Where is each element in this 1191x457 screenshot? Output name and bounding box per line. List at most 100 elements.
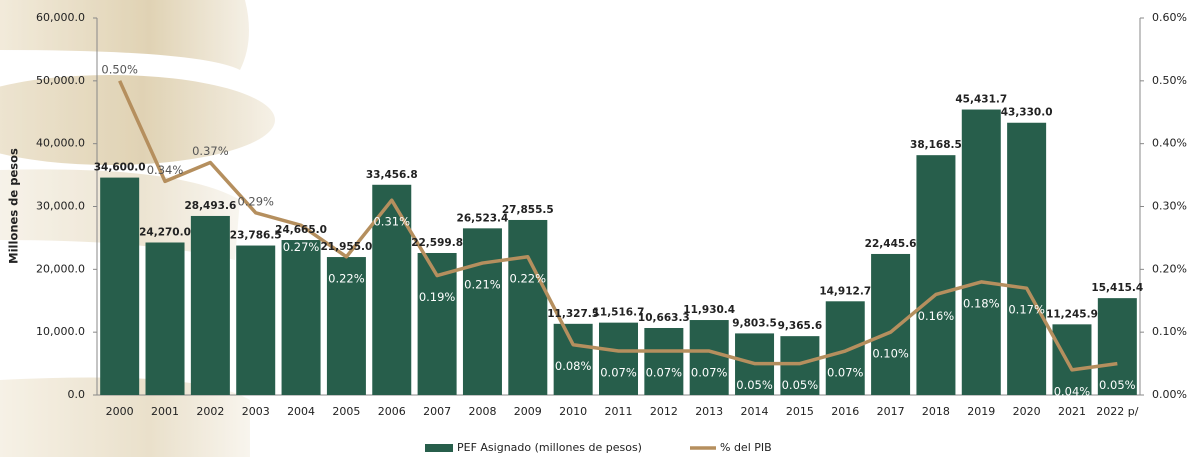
bar-value-label: 11,245.9 — [1046, 308, 1098, 320]
bar-value-label: 23,786.5 — [230, 230, 282, 242]
x-tick-label: 2020 — [1013, 405, 1041, 418]
line-value-label: 0.21% — [464, 278, 501, 292]
bar — [282, 240, 321, 395]
bar-value-label: 9,803.5 — [732, 317, 777, 329]
x-tick-label: 2012 — [650, 405, 678, 418]
line-value-label: 0.05% — [782, 378, 819, 392]
bar-value-label: 38,168.5 — [910, 139, 962, 151]
y-tick-label: 50,000.0 — [36, 74, 85, 87]
bar — [690, 320, 729, 395]
bar-value-label: 11,516.7 — [593, 307, 645, 319]
bar — [826, 301, 865, 395]
y-tick-label: 40,000.0 — [36, 137, 85, 150]
line-value-label: 0.07% — [600, 366, 637, 380]
y-tick-label: 0.0 — [68, 388, 86, 401]
line-value-label: 0.17% — [1008, 303, 1045, 317]
bar — [236, 246, 275, 395]
x-tick-label: 2014 — [741, 405, 769, 418]
chart: Millones de pesos 0.010,000.020,000.030,… — [0, 0, 1191, 457]
bar — [100, 178, 139, 395]
line-value-label: 0.05% — [1099, 378, 1136, 392]
x-tick-label: 2004 — [287, 405, 315, 418]
x-tick-label: 2001 — [151, 405, 179, 418]
y2-tick-label: 0.40% — [1152, 137, 1187, 150]
x-tick-label: 2009 — [514, 405, 542, 418]
x-tick-label: 2018 — [922, 405, 950, 418]
bar-value-label: 10,663.3 — [638, 312, 690, 324]
x-tick-label: 2016 — [831, 405, 859, 418]
line-value-label: 0.27% — [283, 240, 320, 254]
line-value-label: 0.16% — [918, 309, 955, 323]
bar-value-label: 21,955.0 — [320, 241, 372, 253]
line-value-label: 0.50% — [101, 62, 138, 76]
x-tick-label: 2007 — [423, 405, 451, 418]
bar-value-label: 11,930.4 — [683, 304, 735, 316]
x-tick-label: 2021 — [1058, 405, 1086, 418]
line-value-label: 0.19% — [419, 290, 456, 304]
bar-value-label: 11,327.5 — [547, 308, 599, 320]
bar-value-label: 22,599.8 — [411, 237, 463, 249]
x-tick-label: 2002 — [196, 405, 224, 418]
y-axis-title: Millones de pesos — [7, 148, 21, 264]
x-tick-label: 2019 — [967, 405, 995, 418]
bar — [916, 155, 955, 395]
line-value-label: 0.18% — [963, 296, 1000, 310]
y2-tick-label: 0.30% — [1152, 200, 1187, 213]
bar — [644, 328, 683, 395]
line-value-label: 0.31% — [373, 215, 410, 229]
line-value-label: 0.05% — [736, 378, 773, 392]
bar — [191, 216, 230, 395]
bar — [1007, 123, 1046, 395]
line-value-label: 0.10% — [872, 347, 909, 361]
y-tick-label: 60,000.0 — [36, 11, 85, 24]
line-value-label: 0.07% — [827, 366, 864, 380]
bar-value-label: 15,415.4 — [1091, 282, 1143, 294]
bar-value-label: 24,270.0 — [139, 227, 191, 239]
bar-value-label: 9,365.6 — [778, 320, 823, 332]
legend-label: % del PIB — [720, 441, 772, 454]
line-value-label: 0.22% — [510, 271, 547, 285]
x-tick-label: 2017 — [877, 405, 905, 418]
bar — [871, 254, 910, 395]
y2-tick-label: 0.60% — [1152, 11, 1187, 24]
bar — [599, 323, 638, 395]
line-value-label: 0.04% — [1054, 384, 1091, 398]
bar — [962, 110, 1001, 395]
bar-value-label: 24,665.0 — [275, 224, 327, 236]
legend-label: PEF Asignado (millones de pesos) — [457, 441, 642, 454]
line-value-label: 0.07% — [646, 366, 683, 380]
x-tick-label: 2000 — [106, 405, 134, 418]
x-tick-label: 2010 — [559, 405, 587, 418]
bar — [146, 243, 185, 395]
x-tick-label: 2008 — [468, 405, 496, 418]
x-tick-label: 2013 — [695, 405, 723, 418]
y2-tick-label: 0.00% — [1152, 388, 1187, 401]
line-value-label: 0.08% — [555, 359, 592, 373]
bar-value-label: 22,445.6 — [865, 238, 917, 250]
bar-value-label: 45,431.7 — [955, 94, 1007, 106]
line-value-label: 0.07% — [691, 366, 728, 380]
x-tick-label: 2003 — [242, 405, 270, 418]
x-tick-label: 2011 — [605, 405, 633, 418]
bar-value-label: 26,523.4 — [457, 212, 509, 224]
line-value-label: 0.29% — [237, 194, 274, 208]
x-tick-label: 2005 — [332, 405, 360, 418]
x-tick-label: 2015 — [786, 405, 814, 418]
x-tick-label: 2006 — [378, 405, 406, 418]
bar-value-label: 33,456.8 — [366, 169, 418, 181]
x-tick-label: 2022 p/ — [1096, 405, 1138, 418]
bar-value-label: 27,855.5 — [502, 204, 554, 216]
y2-tick-label: 0.50% — [1152, 74, 1187, 87]
bar-value-label: 28,493.6 — [184, 200, 236, 212]
bar — [508, 220, 547, 395]
line-value-label: 0.37% — [192, 144, 229, 158]
y2-tick-label: 0.20% — [1152, 262, 1187, 275]
y-tick-label: 30,000.0 — [36, 200, 85, 213]
line-value-label: 0.34% — [147, 163, 184, 177]
bar-value-label: 14,912.7 — [819, 285, 871, 297]
bar — [463, 228, 502, 395]
bar-value-label: 43,330.0 — [1001, 107, 1053, 119]
y-tick-label: 20,000.0 — [36, 262, 85, 275]
legend-swatch — [425, 444, 453, 452]
y2-tick-label: 0.10% — [1152, 325, 1187, 338]
